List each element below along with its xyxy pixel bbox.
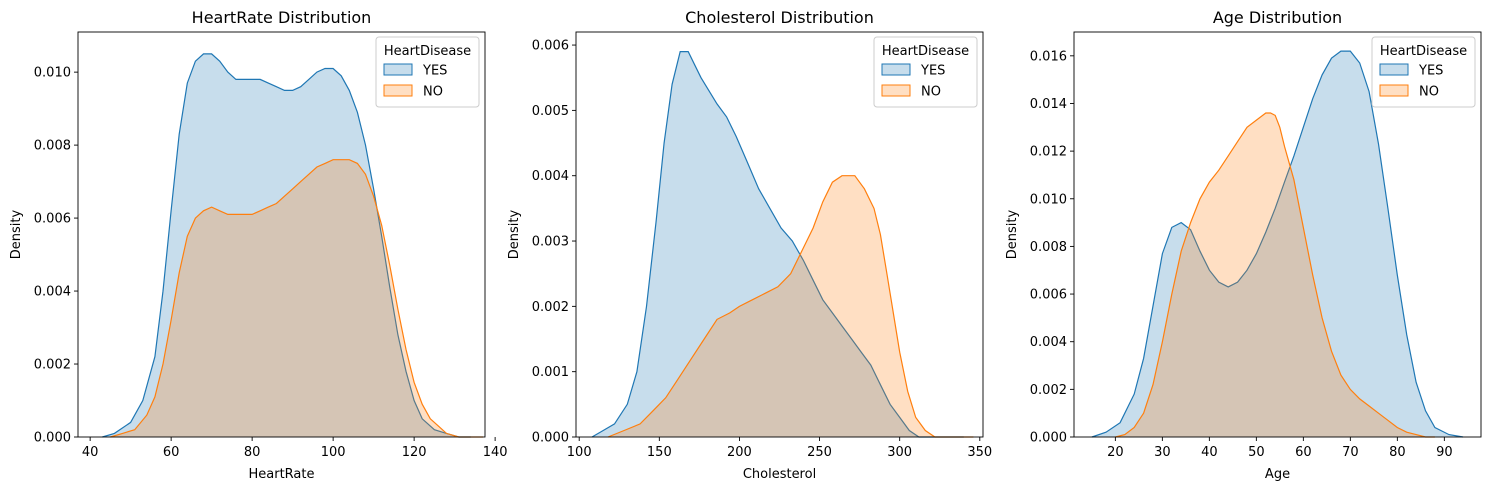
x-tick-label: 300 — [887, 445, 912, 460]
legend: HeartDisease YES NO — [873, 36, 978, 108]
legend-swatch-yes — [881, 63, 911, 76]
y-tick-label: 0.006 — [532, 39, 569, 54]
y-tick-label: 0.004 — [1030, 335, 1067, 350]
legend-label-no: NO — [1419, 85, 1439, 100]
density-line-yes — [591, 51, 964, 438]
chart-title: Cholesterol Distribution — [685, 8, 874, 27]
legend-label-yes: YES — [1418, 64, 1443, 79]
y-tick-label: 0.016 — [1030, 49, 1067, 64]
legend-swatch-yes — [383, 63, 413, 76]
x-tick-label: 40 — [82, 445, 99, 460]
x-tick-label: 100 — [321, 445, 346, 460]
x-tick-label: 70 — [1342, 445, 1359, 460]
legend-box — [375, 36, 480, 108]
y-tick-label: 0.002 — [532, 300, 569, 315]
y-tick-label: 0.012 — [1030, 145, 1067, 160]
subplot-1: 40 60 80 100 120 140 0.000 0.002 0.004 0.006 0.008… — [9, 8, 508, 482]
y-tick-label: 0.000 — [34, 431, 71, 446]
y-tick-label: 0.008 — [34, 139, 71, 154]
density-line-no — [607, 175, 974, 438]
y-tick-label: 0.005 — [532, 104, 569, 119]
legend-label-no: NO — [921, 85, 941, 100]
x-axis-label: HeartRate — [249, 467, 315, 482]
y-tick-label: 0.001 — [532, 365, 569, 380]
legend-box — [873, 36, 978, 108]
x-tick-label: 90 — [1436, 445, 1453, 460]
chart-title: Age Distribution — [1213, 8, 1342, 27]
density-area-no — [608, 175, 974, 437]
y-tick-label: 0.003 — [532, 235, 569, 250]
subplot-3: 20 30 40 50 60 70 80 90 0.000 0.002 0.004 0.006 0.00… — [1005, 8, 1482, 482]
y-tick-label: 0.002 — [34, 358, 71, 373]
x-tick-label: 120 — [402, 445, 427, 460]
y-tick-label: 0.014 — [1030, 97, 1067, 112]
density-area-no — [110, 159, 484, 437]
y-tick-label: 0.000 — [1030, 431, 1067, 446]
legend-label-yes: YES — [422, 64, 447, 79]
y-tick-label: 0.010 — [34, 66, 71, 81]
y-axis-label: Density — [1005, 209, 1020, 259]
x-tick-label: 20 — [1107, 445, 1124, 460]
density-line-yes — [102, 53, 471, 438]
x-tick-label: 80 — [244, 445, 261, 460]
legend: HeartDisease YES NO — [1371, 36, 1476, 108]
density-line-no — [1115, 112, 1435, 438]
x-tick-label: 250 — [807, 445, 832, 460]
legend-title: HeartDisease — [882, 44, 969, 59]
legend-label-no: NO — [423, 85, 443, 100]
density-area-yes — [102, 53, 471, 438]
axes-frame — [575, 31, 984, 438]
legend-label-yes: YES — [920, 64, 945, 79]
density-area-yes — [592, 51, 964, 437]
y-tick-label: 0.010 — [1030, 192, 1067, 207]
y-tick-label: 0.006 — [34, 212, 71, 227]
legend-swatch-yes — [1379, 63, 1409, 76]
x-axis-label: Age — [1265, 467, 1290, 482]
density-area-no — [1115, 113, 1435, 437]
x-tick-label: 60 — [163, 445, 180, 460]
x-tick-label: 30 — [1154, 445, 1171, 460]
legend-swatch-no — [1379, 84, 1409, 97]
y-tick-label: 0.008 — [1030, 240, 1067, 255]
x-tick-label: 80 — [1389, 445, 1406, 460]
density-area-yes — [1091, 51, 1464, 437]
axes-frame — [1073, 31, 1482, 438]
x-tick-label: 100 — [567, 445, 592, 460]
y-tick-label: 0.004 — [532, 169, 569, 184]
y-axis-label: Density — [9, 209, 24, 259]
chart-title: HeartRate Distribution — [192, 8, 372, 27]
x-tick-label: 50 — [1248, 445, 1265, 460]
x-tick-label: 350 — [967, 445, 992, 460]
legend: HeartDisease YES NO — [375, 36, 480, 108]
legend-swatch-no — [383, 84, 413, 97]
x-tick-label: 40 — [1201, 445, 1218, 460]
subplot-2: 100 150 200 250 300 350 0.000 0.001 0.002 0.003 0.… — [507, 8, 992, 482]
y-tick-label: 0.006 — [1030, 288, 1067, 303]
legend-box — [1371, 36, 1476, 108]
y-tick-label: 0.000 — [532, 431, 569, 446]
x-tick-label: 150 — [647, 445, 672, 460]
y-axis-label: Density — [507, 209, 522, 259]
y-tick-label: 0.002 — [1030, 383, 1067, 398]
axes-frame — [77, 31, 486, 438]
legend-swatch-no — [881, 84, 911, 97]
y-tick-label: 0.004 — [34, 285, 71, 300]
x-tick-label: 200 — [727, 445, 752, 460]
legend-title: HeartDisease — [1380, 44, 1467, 59]
density-line-no — [110, 159, 483, 438]
x-tick-label: 60 — [1295, 445, 1312, 460]
density-line-yes — [1091, 50, 1464, 438]
x-tick-label: 140 — [483, 445, 508, 460]
legend-title: HeartDisease — [384, 44, 471, 59]
x-axis-label: Cholesterol — [743, 467, 816, 482]
